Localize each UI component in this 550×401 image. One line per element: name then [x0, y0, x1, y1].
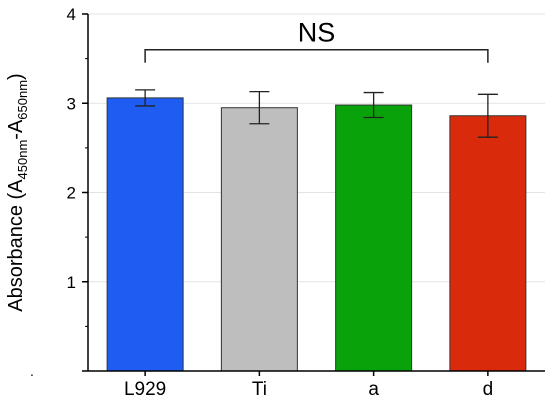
y-axis-label-suffix: )	[5, 73, 27, 80]
bar-L929	[106, 97, 184, 372]
x-tick-label-d: d	[483, 379, 494, 400]
y-axis-label-sub1: 450nm	[15, 140, 30, 180]
y-tick-label: 2	[67, 184, 76, 203]
x-tick-label-L929: L929	[124, 379, 166, 400]
y-axis-label-mid: -A	[5, 119, 27, 140]
x-tick-label-a: a	[368, 379, 379, 400]
corner-mark: .	[30, 363, 34, 379]
bars	[106, 97, 527, 372]
y-axis-label: Absorbance (A450nm-A650nm)	[5, 73, 30, 311]
x-tick-label-Ti: Ti	[252, 379, 267, 400]
error-bar-a	[363, 91, 384, 119]
error-bar-L929	[135, 89, 156, 107]
annotation-ns: NS	[298, 18, 336, 48]
y-ticks: 1 2 3 4	[67, 5, 88, 372]
y-tick-label: 1	[67, 273, 76, 292]
y-tick-label: 4	[67, 5, 76, 24]
bar-a	[335, 104, 413, 372]
y-tick-label: 3	[67, 94, 76, 113]
x-tick-labels: L929 Ti a d	[124, 371, 493, 400]
y-axis-label-prefix: Absorbance (A	[5, 179, 27, 312]
significance-bracket	[144, 48, 489, 63]
bar-Ti	[220, 107, 298, 372]
bracket-line	[144, 48, 489, 63]
error-bar-d	[477, 93, 498, 138]
y-axis-label-sub2: 650nm	[15, 80, 30, 120]
bar-d	[449, 115, 527, 372]
error-bar-Ti	[249, 90, 270, 125]
error-bars	[135, 89, 498, 138]
